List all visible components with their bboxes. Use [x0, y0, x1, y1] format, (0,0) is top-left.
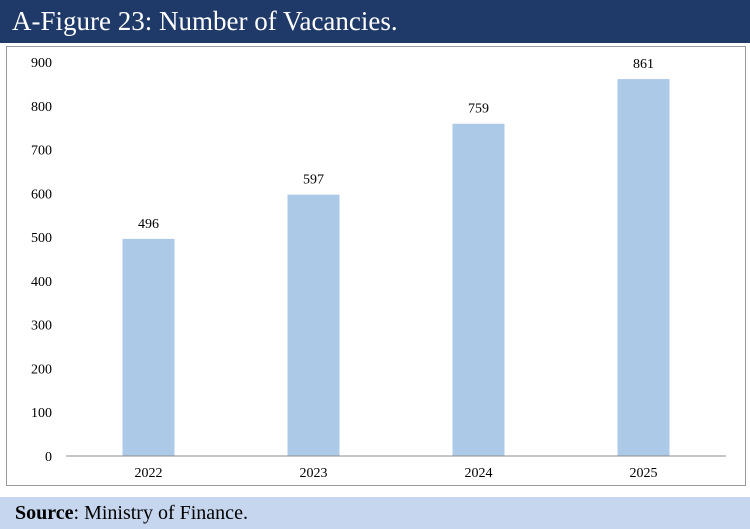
figure-title: A-Figure 23: Number of Vacancies. [0, 0, 750, 43]
y-tick-label: 900 [31, 56, 52, 71]
data-label: 861 [633, 57, 654, 72]
bar [452, 123, 505, 456]
y-tick-label: 300 [31, 319, 52, 334]
data-label: 759 [468, 102, 489, 117]
y-tick-label: 800 [31, 100, 52, 115]
data-label: 597 [303, 173, 324, 188]
x-tick-label: 2023 [300, 466, 328, 481]
y-tick-label: 600 [31, 187, 52, 202]
y-tick-label: 100 [31, 406, 52, 421]
x-tick-label: 2025 [630, 466, 658, 481]
bar [617, 79, 670, 456]
data-label: 496 [138, 217, 159, 232]
y-tick-label: 200 [31, 362, 52, 377]
y-tick-label: 0 [45, 450, 52, 465]
x-tick-label: 2022 [135, 466, 163, 481]
y-tick-label: 500 [31, 231, 52, 246]
y-tick-label: 400 [31, 275, 52, 290]
bar-chart: 0 100 200 300 400 500 600 700 800 900 496 2022 597 20… [31, 56, 726, 481]
bar [287, 194, 340, 456]
source-note: Source: Ministry of Finance. [0, 497, 750, 529]
source-label: Source [15, 502, 74, 524]
y-tick-label: 700 [31, 144, 52, 159]
source-text: : Ministry of Finance. [73, 502, 248, 524]
x-tick-label: 2024 [465, 466, 493, 481]
bar [122, 238, 175, 456]
